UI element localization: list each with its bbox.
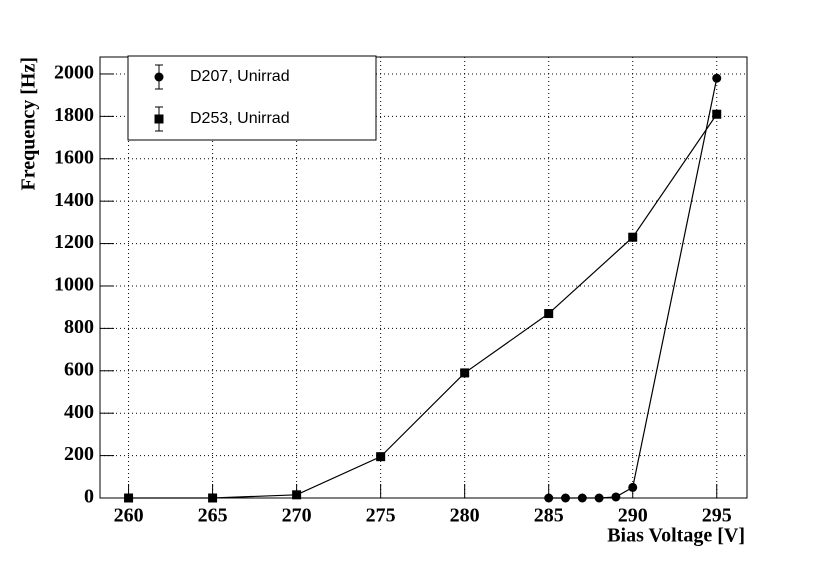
- marker: [124, 493, 134, 503]
- marker: [154, 114, 164, 124]
- x-tick-label: 290: [618, 505, 648, 527]
- marker: [208, 493, 218, 503]
- marker: [292, 490, 302, 500]
- y-axis-label: Frequency [Hz]: [18, 57, 40, 191]
- legend: D207, Unirrad D253, Unirrad: [127, 55, 377, 141]
- series-line: [128, 113, 718, 499]
- x-tick-label: 260: [114, 505, 144, 527]
- marker: [628, 232, 638, 242]
- marker: [376, 452, 386, 462]
- marker: [712, 109, 722, 119]
- y-tick-label: 800: [64, 316, 94, 338]
- x-tick-label: 295: [702, 505, 732, 527]
- plot-frame: [99, 56, 748, 499]
- legend-label: D253, Unirrad: [190, 110, 290, 127]
- marker: [577, 493, 587, 503]
- y-tick-label: 1200: [54, 231, 94, 253]
- y-tick-label: 2000: [54, 62, 94, 84]
- y-tick-label: 1400: [54, 189, 94, 211]
- marker: [594, 493, 604, 503]
- x-axis-label: Bias Voltage [V]: [607, 525, 745, 547]
- y-tick-label: 0: [84, 486, 94, 508]
- x-tick-label: 280: [450, 505, 480, 527]
- x-tick-label: 275: [366, 505, 396, 527]
- y-tick-label: 400: [64, 401, 94, 423]
- x-tick-label: 270: [282, 505, 312, 527]
- y-tick-label: 200: [64, 443, 94, 465]
- marker: [544, 493, 554, 503]
- x-tick-label: 285: [534, 505, 564, 527]
- y-tick-label: 600: [64, 358, 94, 380]
- marker: [561, 493, 571, 503]
- marker: [460, 368, 470, 378]
- marker: [628, 482, 638, 492]
- legend-box: [127, 55, 377, 141]
- marker: [712, 73, 722, 83]
- legend-label: D207, Unirrad: [190, 68, 290, 85]
- marker: [544, 309, 554, 319]
- y-tick-label: 1000: [54, 274, 94, 296]
- marker: [611, 492, 621, 502]
- marker: [154, 72, 164, 82]
- x-tick-label: 265: [198, 505, 228, 527]
- y-tick-label: 1600: [54, 146, 94, 168]
- y-tick-label: 1800: [54, 104, 94, 126]
